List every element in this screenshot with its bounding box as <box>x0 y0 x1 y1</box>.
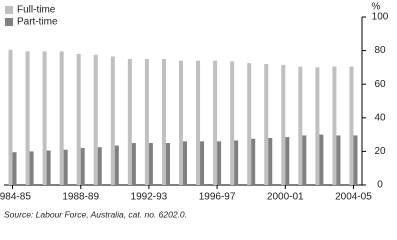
bar <box>196 60 201 185</box>
bar <box>148 143 153 185</box>
bar <box>349 66 354 185</box>
bar <box>12 152 17 185</box>
legend-label: Part-time <box>17 17 58 28</box>
bar <box>336 135 341 185</box>
x-tick-label: 1988-89 <box>62 192 99 203</box>
bar <box>63 149 68 185</box>
bar <box>302 135 307 185</box>
bar <box>42 51 47 185</box>
legend-swatch <box>5 18 13 26</box>
bar <box>93 54 98 185</box>
bar <box>247 63 252 186</box>
y-tick-label: 100 <box>372 12 389 23</box>
bar <box>110 56 115 186</box>
bar <box>281 64 286 185</box>
bar <box>213 60 218 185</box>
bar <box>268 137 273 185</box>
bar <box>131 143 136 185</box>
bar <box>114 145 119 185</box>
y-tick-label: 20 <box>374 146 386 157</box>
bar <box>76 53 81 186</box>
y-unit: % <box>372 2 381 13</box>
bar <box>8 49 13 186</box>
bar <box>25 51 30 185</box>
bar <box>230 61 235 185</box>
bar <box>165 143 170 185</box>
source-note: Source: Labour Force, Australia, cat. no… <box>4 209 187 219</box>
bar <box>46 150 51 185</box>
legend-swatch <box>5 6 13 14</box>
bar <box>200 141 205 185</box>
bar <box>285 137 290 185</box>
chart: % Source: Labour Force, Australia, cat. … <box>0 2 389 220</box>
x-tick-label: 1984-85 <box>0 192 31 203</box>
bar <box>264 64 269 185</box>
bar <box>353 135 358 185</box>
bar <box>161 59 166 185</box>
y-tick-label: 60 <box>374 79 386 90</box>
bar <box>127 59 132 185</box>
bar <box>144 59 149 185</box>
bar <box>332 66 337 185</box>
bar <box>251 138 256 185</box>
bar <box>59 51 64 185</box>
bar <box>97 147 102 185</box>
x-tick-label: 1996-97 <box>199 192 236 203</box>
bar <box>319 134 324 185</box>
bar <box>315 67 320 185</box>
x-tick-label: 1992-93 <box>131 192 168 203</box>
bar <box>234 140 239 185</box>
x-tick-label: 2000-01 <box>267 192 304 203</box>
bar <box>80 148 85 185</box>
bar <box>29 151 34 185</box>
bar <box>183 141 187 185</box>
y-tick-label: 40 <box>374 112 386 123</box>
bar <box>179 60 183 185</box>
y-tick-label: 0 <box>377 180 383 191</box>
x-tick-label: 2004-05 <box>335 192 372 203</box>
bar <box>298 66 303 185</box>
legend-label: Full-time <box>17 5 56 16</box>
bar <box>217 141 222 185</box>
y-tick-label: 80 <box>374 45 386 56</box>
